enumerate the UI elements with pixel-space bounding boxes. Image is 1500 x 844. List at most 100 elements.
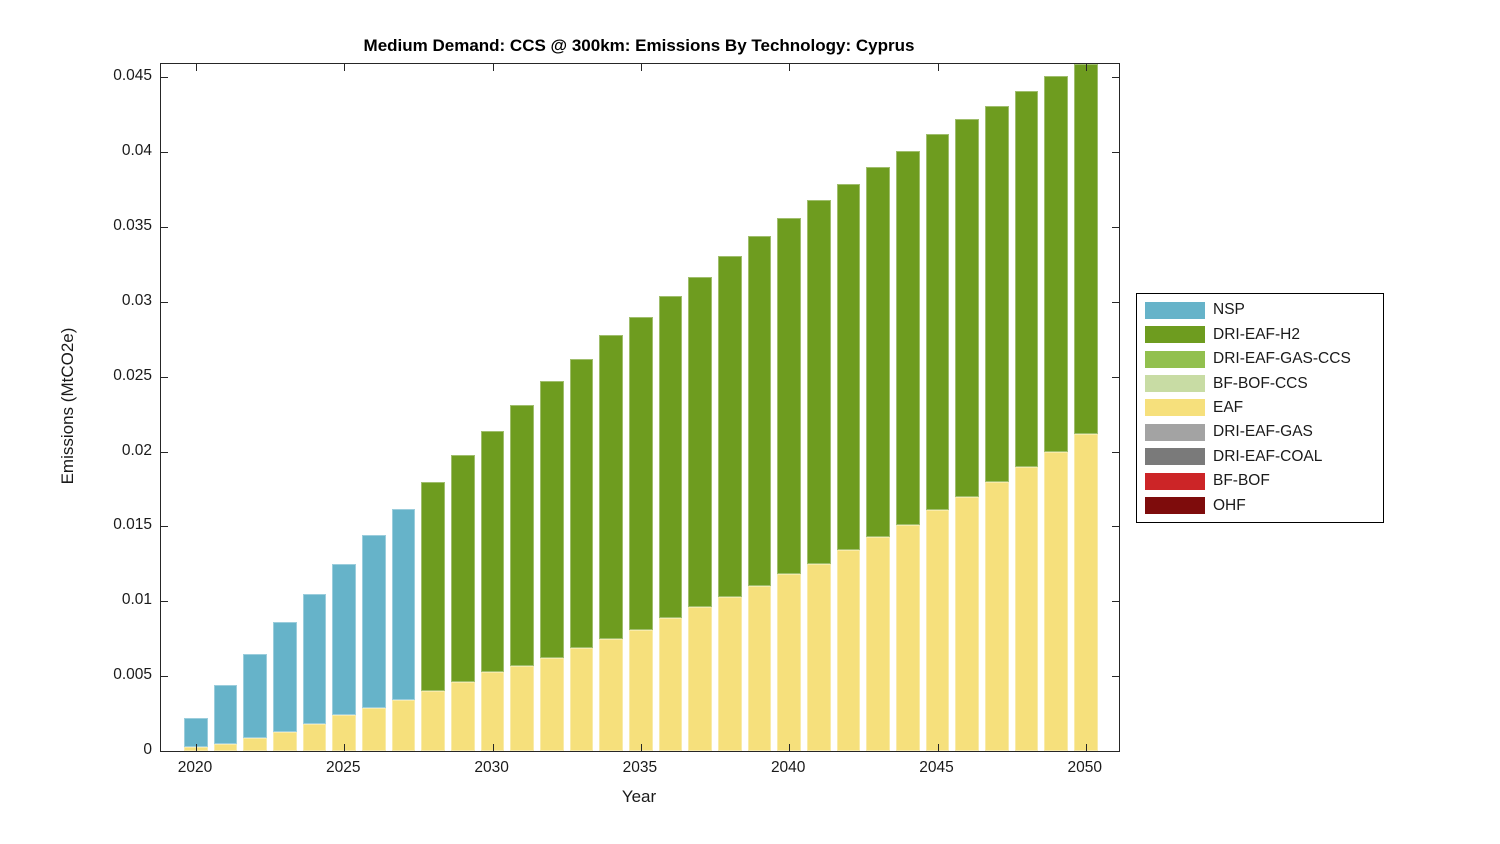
legend-label: DRI-EAF-H2 [1213, 325, 1300, 343]
legend-swatch-eaf [1145, 399, 1205, 417]
bar-segment-eaf-2021 [213, 743, 238, 751]
bar-segment-eaf-2020 [184, 746, 208, 751]
y-tick [161, 451, 168, 453]
legend-item-bf-bof-ccs: BF-BOF-CCS [1145, 375, 1383, 393]
bar-segment-eaf-2032 [540, 658, 564, 751]
legend-swatch-dri-eaf-gas-ccs [1145, 350, 1205, 368]
legend-label: NSP [1213, 301, 1245, 319]
bar-segment-eaf-2031 [510, 665, 535, 751]
legend-swatch-dri-eaf-gas [1145, 423, 1205, 441]
x-tick-label: 2045 [919, 759, 954, 776]
bar-segment-eaf-2028 [421, 691, 446, 751]
bar-segment-eaf-2050 [1073, 433, 1098, 751]
legend-item-dri-eaf-gas: DRI-EAF-GAS [1145, 423, 1383, 441]
legend-item-bf-bof: BF-BOF [1145, 472, 1383, 490]
x-tick [492, 744, 494, 751]
y-tick [161, 77, 168, 79]
y-tick-label: 0.03 [121, 291, 152, 309]
y-tick-mirror [1112, 376, 1119, 378]
plot-area [160, 63, 1120, 752]
bars-container [161, 64, 1119, 751]
y-tick-label: 0.035 [113, 217, 152, 235]
y-tick-mirror [1112, 227, 1119, 229]
legend-item-eaf: EAF [1145, 399, 1383, 417]
bar-segment-nsp-2024 [302, 593, 327, 725]
x-tick [789, 744, 791, 751]
y-axis-label: Emissions (MtCO2e) [58, 327, 77, 485]
legend-swatch-dri-eaf-h2 [1145, 326, 1205, 344]
bar-segment-dri-eaf-h2-2030 [480, 430, 505, 672]
bar-segment-dri-eaf-h2-2048 [1014, 90, 1039, 467]
y-tick-label: 0.01 [121, 591, 152, 609]
legend-label: DRI-EAF-GAS-CCS [1213, 350, 1351, 368]
x-tick-mirror [937, 64, 939, 71]
bar-segment-dri-eaf-h2-2050 [1073, 64, 1098, 434]
bar-segment-dri-eaf-h2-2037 [688, 276, 713, 608]
bar-segment-eaf-2036 [658, 617, 683, 751]
legend-item-dri-eaf-coal: DRI-EAF-COAL [1145, 448, 1383, 466]
y-tick-label: 0.04 [121, 142, 152, 160]
y-tick-mirror [1112, 526, 1119, 528]
bar-segment-nsp-2021 [213, 685, 238, 744]
bar-segment-nsp-2025 [332, 563, 357, 716]
bar-segment-eaf-2046 [955, 496, 979, 751]
y-tick-label: 0.005 [113, 666, 152, 684]
legend-item-nsp: NSP [1145, 301, 1383, 319]
x-tick-mirror [492, 64, 494, 71]
bar-segment-nsp-2020 [184, 718, 208, 747]
bar-segment-eaf-2044 [895, 524, 920, 751]
x-tick-mirror [344, 64, 346, 71]
bar-segment-dri-eaf-h2-2028 [421, 481, 446, 692]
y-tick-mirror [1112, 751, 1119, 752]
legend-label: DRI-EAF-GAS [1213, 423, 1313, 441]
legend-item-dri-eaf-gas-ccs: DRI-EAF-GAS-CCS [1145, 350, 1383, 368]
bar-segment-eaf-2029 [451, 682, 475, 751]
y-tick-label: 0.025 [113, 366, 152, 384]
x-tick-label: 2020 [177, 759, 213, 776]
y-tick [161, 227, 168, 229]
bar-segment-dri-eaf-h2-2031 [510, 405, 535, 666]
bar-segment-eaf-2027 [391, 700, 416, 751]
y-tick [161, 526, 168, 528]
x-tick [1085, 744, 1087, 751]
bar-segment-eaf-2041 [807, 563, 831, 751]
bar-segment-nsp-2026 [362, 535, 386, 708]
chart-title: Medium Demand: CCS @ 300km: Emissions By… [363, 36, 915, 55]
y-tick-label: 0.045 [113, 67, 152, 85]
legend-swatch-dri-eaf-coal [1145, 448, 1205, 466]
y-tick-mirror [1112, 77, 1119, 79]
bar-segment-dri-eaf-h2-2038 [718, 255, 742, 597]
x-tick-mirror [789, 64, 791, 71]
bar-segment-dri-eaf-h2-2042 [836, 183, 861, 551]
bar-segment-eaf-2048 [1014, 466, 1039, 751]
bar-segment-eaf-2035 [629, 629, 653, 751]
y-tick-mirror [1112, 152, 1119, 154]
bar-segment-eaf-2030 [480, 671, 505, 751]
bar-segment-dri-eaf-h2-2049 [1044, 75, 1068, 452]
bar-segment-dri-eaf-h2-2046 [955, 119, 979, 497]
x-tick-label: 2040 [770, 759, 806, 776]
legend-item-ohf: OHF [1145, 497, 1383, 515]
y-tick [161, 676, 168, 678]
bar-segment-dri-eaf-h2-2041 [807, 200, 831, 564]
legend-swatch-bf-bof-ccs [1145, 375, 1205, 393]
y-tick [161, 601, 168, 603]
bar-segment-nsp-2023 [273, 622, 297, 732]
bar-segment-eaf-2034 [599, 638, 624, 751]
legend-label: DRI-EAF-COAL [1213, 447, 1323, 465]
x-tick [196, 744, 197, 751]
legend-label: BF-BOF-CCS [1213, 374, 1308, 392]
y-tick-label: 0.015 [113, 516, 152, 534]
y-tick-mirror [1112, 301, 1119, 303]
bar-segment-eaf-2026 [362, 707, 386, 751]
y-tick [161, 376, 168, 378]
legend-swatch-ohf [1145, 497, 1205, 515]
legend-label: OHF [1213, 496, 1246, 514]
bar-segment-dri-eaf-h2-2033 [569, 358, 594, 648]
legend: NSP DRI-EAF-H2 DRI-EAF-GAS-CCS BF-BOF-CCS EA… [1136, 293, 1384, 523]
x-tick-mirror [1085, 64, 1087, 71]
legend-swatch-nsp [1145, 301, 1205, 319]
bar-segment-nsp-2022 [243, 653, 268, 738]
legend-swatch-bf-bof [1145, 472, 1205, 490]
bar-segment-dri-eaf-h2-2043 [866, 167, 891, 537]
